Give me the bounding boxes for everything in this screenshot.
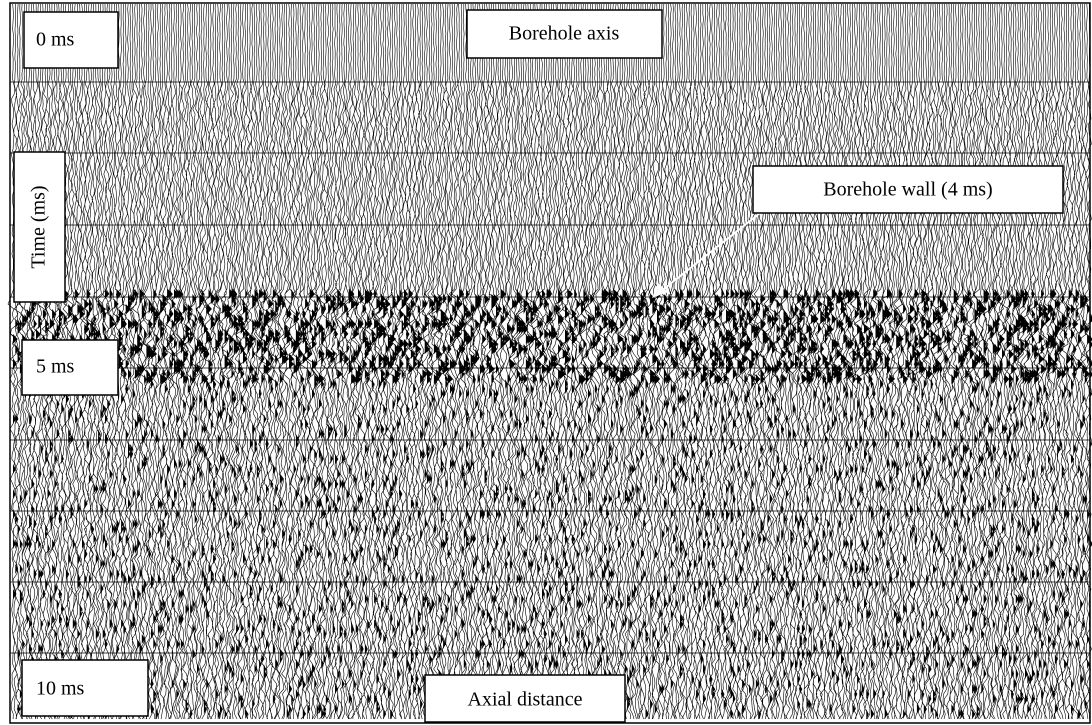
time-label: 0 ms: [36, 29, 75, 51]
time-label: 10 ms: [36, 678, 85, 700]
axis-title: Axial distance: [468, 689, 583, 711]
annotation: Borehole wall (4 ms): [823, 179, 992, 201]
axis-title: Borehole axis: [509, 23, 620, 45]
page: 0 ms Borehole axis Time (ms) Borehole wa…: [0, 0, 1092, 725]
seismic-figure: 0 ms Borehole axis Time (ms) Borehole wa…: [0, 0, 1092, 725]
axis-title: Time (ms): [28, 185, 50, 268]
time-label: 5 ms: [36, 356, 75, 378]
